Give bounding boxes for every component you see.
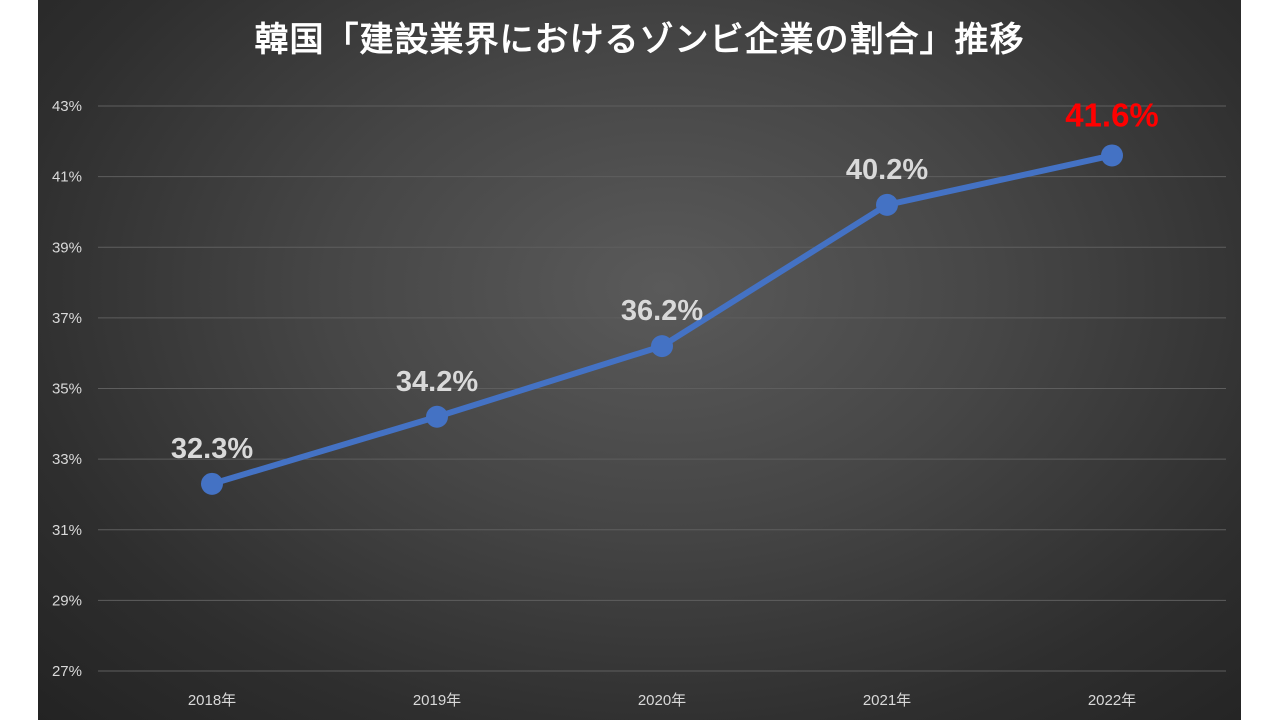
data-label-highlight: 41.6% — [1065, 96, 1159, 133]
data-point — [426, 405, 448, 428]
y-tick-label: 33% — [52, 451, 82, 468]
x-tick-label: 2020年 — [638, 692, 686, 709]
x-tick-label: 2021年 — [863, 692, 911, 709]
data-point — [1101, 144, 1123, 167]
x-tick-label: 2022年 — [1088, 692, 1136, 709]
y-tick-label: 39% — [52, 239, 82, 256]
data-label: 34.2% — [396, 366, 478, 398]
x-tick-label: 2019年 — [413, 692, 461, 709]
data-label: 36.2% — [621, 295, 703, 327]
data-point — [201, 472, 223, 495]
y-tick-label: 27% — [52, 663, 82, 680]
x-tick-label: 2018年 — [188, 692, 236, 709]
data-point — [876, 193, 898, 216]
chart-title: 韓国「建設業界におけるゾンビ企業の割合」推移 — [254, 20, 1025, 60]
y-tick-label: 31% — [52, 522, 82, 539]
y-tick-label: 43% — [52, 98, 82, 115]
slide-background: 韓国「建設業界におけるゾンビ企業の割合」推移 27% 29% 31% 33% 35% 37… — [38, 0, 1241, 720]
data-label: 40.2% — [846, 154, 928, 186]
y-tick-label: 41% — [52, 169, 82, 186]
data-label: 32.3% — [171, 433, 253, 465]
y-tick-label: 35% — [52, 381, 82, 398]
y-tick-label: 37% — [52, 310, 82, 327]
y-tick-label: 29% — [52, 592, 82, 609]
data-point — [651, 335, 673, 358]
line-chart: 27% 29% 31% 33% 35% 37% 39% 41% 43% 2018年 2019年 202… — [52, 96, 1226, 709]
